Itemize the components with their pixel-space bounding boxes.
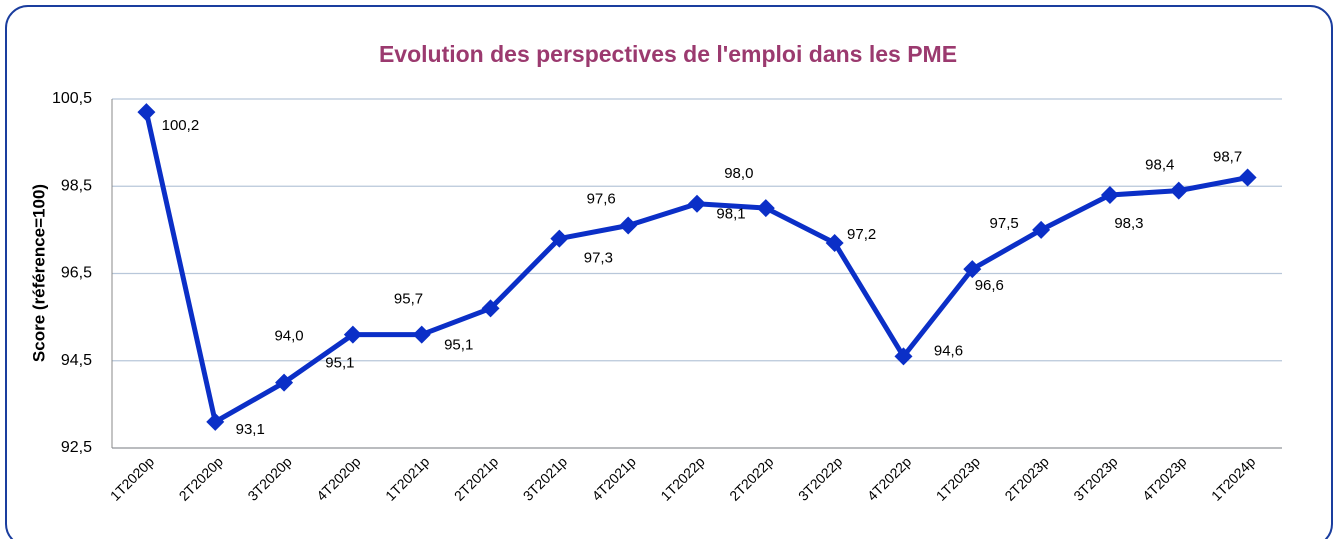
- marker: [206, 412, 225, 431]
- y-tick-label: 100,5: [52, 90, 92, 107]
- data-label: 93,1: [236, 421, 265, 438]
- y-tick-label: 94,5: [61, 352, 92, 369]
- y-axis-label: Score (référence=100): [29, 184, 48, 362]
- marker: [756, 199, 775, 218]
- marker: [1238, 168, 1257, 187]
- chart-title: Evolution des perspectives de l'emploi d…: [379, 41, 957, 67]
- marker: [137, 103, 156, 122]
- data-label: 94,0: [274, 328, 303, 345]
- data-label: 98,0: [724, 165, 753, 182]
- data-label: 94,6: [934, 342, 963, 359]
- data-label: 97,5: [990, 215, 1019, 232]
- frame: [5, 5, 1333, 539]
- data-label: 98,3: [1114, 215, 1143, 232]
- marker: [343, 325, 362, 344]
- marker: [825, 233, 844, 252]
- marker: [1032, 220, 1051, 239]
- y-tick-label: 96,5: [61, 265, 92, 282]
- marker: [619, 216, 638, 235]
- data-label: 95,7: [394, 290, 423, 307]
- data-label: 97,3: [584, 250, 613, 267]
- marker: [1100, 185, 1119, 204]
- marker: [481, 299, 500, 318]
- y-tick-label: 92,5: [61, 439, 92, 456]
- data-label: 95,1: [444, 337, 473, 354]
- marker: [688, 194, 706, 213]
- marker: [550, 229, 569, 248]
- data-label: 98,1: [716, 206, 745, 223]
- marker: [894, 347, 913, 366]
- data-label: 97,6: [587, 190, 616, 207]
- y-tick-label: 98,5: [61, 177, 92, 194]
- marker: [963, 260, 982, 279]
- data-label: 95,1: [325, 355, 354, 372]
- marker: [1169, 181, 1188, 200]
- data-label: 98,4: [1145, 157, 1174, 174]
- marker: [412, 325, 431, 344]
- data-label: 98,7: [1213, 148, 1242, 165]
- data-label: 96,6: [975, 277, 1004, 294]
- marker: [275, 373, 294, 392]
- data-label: 100,2: [162, 117, 200, 134]
- data-label: 97,2: [847, 226, 876, 243]
